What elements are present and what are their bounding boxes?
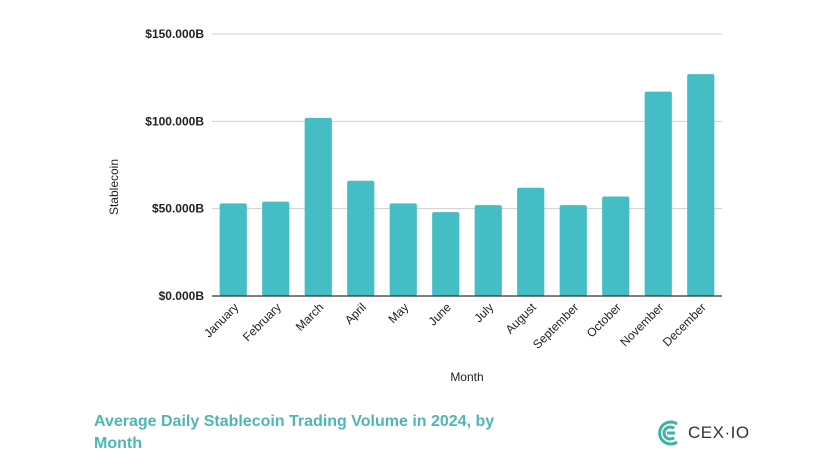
bar-september (559, 205, 587, 296)
x-tick-label: September (530, 300, 581, 351)
x-tick-label: November (617, 300, 666, 349)
y-tick-label: $50.000B (152, 202, 204, 216)
bar-may (389, 203, 417, 296)
x-tick-label: January (201, 300, 241, 340)
cex-io-logo-icon (658, 420, 678, 446)
y-tick-label: $100.000B (145, 114, 204, 128)
cex-io-logo: CEX·IO (656, 420, 750, 446)
bar-december (687, 74, 715, 296)
x-tick-label: October (584, 300, 624, 340)
bar-february (262, 201, 290, 296)
bar-november (644, 91, 672, 296)
logo-text: CEX·IO (688, 423, 750, 442)
x-tick-label: December (660, 300, 709, 349)
chart: $0.000B $50.000B $100.000B $150.000B Januar… (107, 27, 722, 384)
y-tick-label: $0.000B (159, 289, 205, 303)
y-axis-title: Stablecoin (107, 159, 121, 215)
x-tick-label: May (385, 300, 411, 326)
x-tick-label: February (240, 300, 284, 344)
x-tick-label: July (471, 300, 496, 325)
bar-june (432, 212, 460, 296)
gridlines (212, 33, 722, 210)
y-axis-ticks: $0.000B $50.000B $100.000B $150.000B (145, 27, 204, 303)
bar-january (219, 203, 247, 296)
bar-july (474, 205, 502, 296)
x-axis-title: Month (450, 370, 483, 384)
x-tick-label: March (293, 300, 326, 333)
chart-caption: Average Daily Stablecoin Trading Volume … (94, 413, 495, 452)
bar-october (602, 196, 630, 296)
x-tick-label: April (342, 300, 369, 327)
bar-march (304, 117, 332, 296)
bar-august (517, 187, 545, 296)
x-tick-label: June (426, 300, 455, 329)
bars (219, 74, 715, 296)
x-tick-label: August (503, 300, 540, 337)
y-tick-label: $150.000B (145, 27, 204, 41)
bar-april (347, 180, 375, 296)
